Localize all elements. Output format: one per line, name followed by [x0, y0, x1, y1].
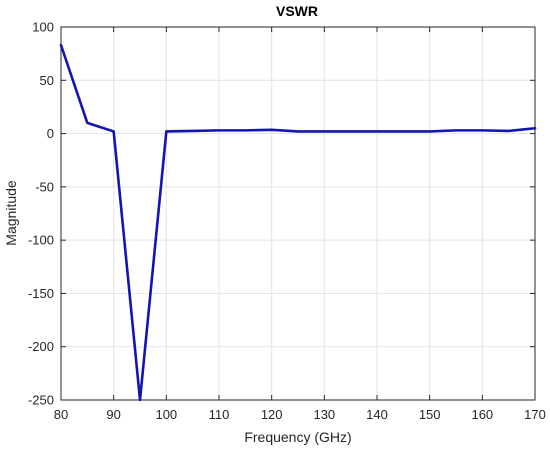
x-tick-label: 80	[54, 407, 68, 422]
y-tick-label: -150	[28, 286, 54, 301]
chart-title: VSWR	[276, 3, 318, 19]
y-tick-label: -100	[28, 233, 54, 248]
x-tick-label: 100	[155, 407, 177, 422]
x-tick-label: 110	[209, 407, 230, 422]
x-tick-label: 130	[313, 407, 335, 422]
y-axis-label: Magnitude	[3, 180, 19, 246]
y-tick-label: 100	[32, 20, 54, 35]
series-line-vswr	[59, 43, 537, 402]
x-tick-label: 120	[261, 407, 283, 422]
x-tick-label: 160	[471, 407, 493, 422]
y-tick-label: -50	[35, 179, 54, 194]
y-tick-label: -250	[28, 393, 54, 408]
series-layer	[59, 43, 537, 402]
x-tick-label: 140	[366, 407, 388, 422]
y-tick-label: 50	[40, 73, 54, 88]
grid-layer	[60, 26, 536, 401]
plot-frame	[60, 26, 536, 401]
x-tick-label: 90	[106, 407, 120, 422]
y-tick-label: 0	[47, 126, 54, 141]
y-tick-label: -200	[28, 339, 54, 354]
x-axis-label: Frequency (GHz)	[244, 429, 351, 445]
tick-layer: 80 90 100 110 120 130 140 150 160 170 -250 -200 -150…	[28, 20, 546, 423]
x-tick-label: 150	[419, 407, 441, 422]
x-tick-label: 170	[524, 407, 546, 422]
